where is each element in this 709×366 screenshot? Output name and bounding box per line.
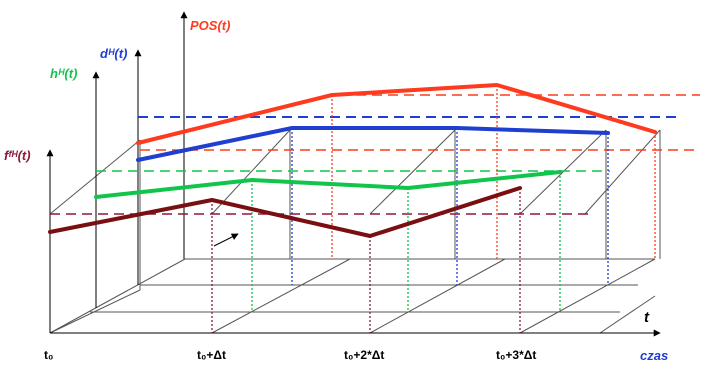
time-label-3: t₀+3*Δt [496,348,536,362]
perspective-grid [49,129,661,334]
vertical-axes [46,11,188,333]
time-label-1: t₀+Δt [197,348,226,362]
d-line [136,126,610,162]
drop-lines [211,85,656,333]
reference-lines [50,94,700,215]
pos-line [136,83,657,145]
depth-arrow [213,233,239,247]
f-axis-label: fᶠᴴ(t) [4,148,31,163]
t-axis-label: t [644,309,650,326]
f-line [48,186,522,238]
czas-label: czas [640,348,668,363]
d-axis-label: dᴴ(t) [100,46,127,61]
pos-axis-label: POS(t) [190,18,230,33]
h-line [94,170,562,199]
series-lines [48,83,657,238]
time-label-0: t₀ [44,348,53,362]
time-label-2: t₀+2*Δt [344,348,384,362]
h-axis-label: hᴴ(t) [50,66,77,81]
